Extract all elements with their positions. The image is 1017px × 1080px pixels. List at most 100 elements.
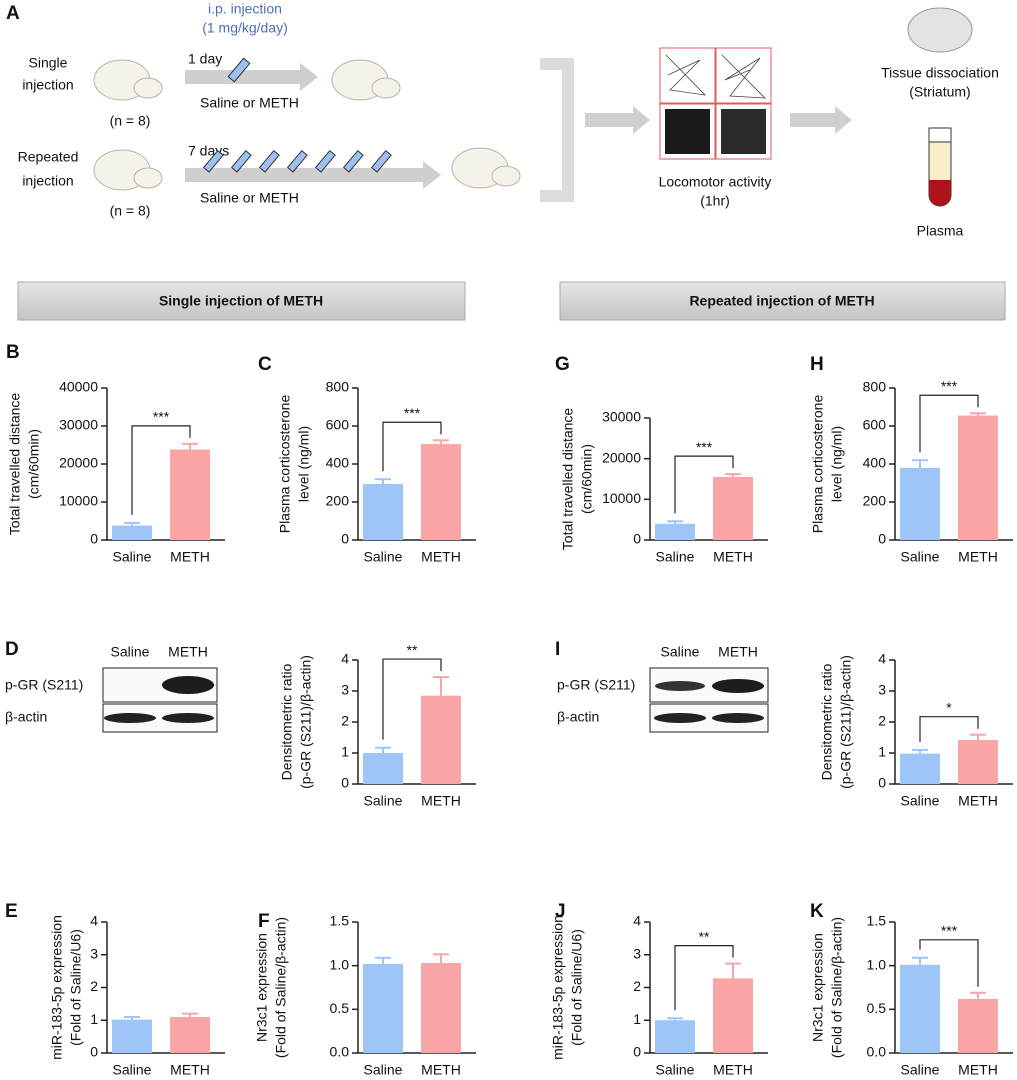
y-tick-label: 4 (878, 651, 886, 667)
y-tick-label: 0 (341, 531, 349, 547)
y-tick-label: 0 (341, 775, 349, 791)
y-axis-label: Nr3c1 expression (810, 933, 826, 1042)
group-n: (n = 8) (110, 113, 151, 129)
x-tick-label: METH (713, 549, 753, 565)
x-tick-label: METH (958, 1062, 998, 1078)
x-tick-label: METH (170, 1062, 210, 1078)
y-axis-label: Densitometric ratio (279, 663, 295, 780)
significance-label: *** (404, 405, 421, 421)
y-tick-label: 2 (90, 978, 98, 994)
brain-icon (907, 7, 973, 53)
significance-label: * (946, 699, 952, 715)
y-tick-label: 0 (633, 1044, 641, 1060)
y-tick-label: 30000 (59, 417, 98, 433)
significance-bracket (919, 716, 979, 742)
y-tick-label: 30000 (602, 409, 641, 425)
y-axis-label: Plasma corticosterone (277, 395, 293, 534)
y-tick-label: 20000 (59, 455, 98, 471)
significance-label: ** (699, 928, 710, 944)
bar (421, 963, 461, 1053)
y-tick-label: 0.0 (330, 1044, 350, 1060)
y-tick-label: 800 (863, 379, 887, 395)
x-tick-label: METH (958, 793, 998, 809)
section-header (17, 281, 466, 321)
y-axis-label: miR-183-5p expression (49, 915, 65, 1060)
y-tick-label: 3 (341, 682, 349, 698)
y-tick-label: 2 (633, 978, 641, 994)
y-axis-label: Total travelled distance (7, 393, 23, 536)
y-tick-label: 0 (878, 531, 886, 547)
bar (112, 525, 152, 540)
bracket (540, 58, 574, 202)
y-tick-label: 1 (633, 1011, 641, 1027)
panel-label: B (6, 342, 20, 363)
bar (958, 998, 998, 1053)
duration: 1 day (188, 51, 222, 67)
y-tick-label: 10000 (602, 490, 641, 506)
lane-label: Saline (111, 644, 150, 660)
bar (363, 483, 403, 540)
panel-label: G (555, 354, 570, 375)
bar (363, 753, 403, 784)
y-tick-label: 0 (878, 775, 886, 791)
bar (363, 963, 403, 1053)
y-tick-label: 0.5 (867, 1000, 887, 1016)
bar (958, 739, 998, 784)
y-tick-label: 20000 (602, 449, 641, 465)
x-tick-label: Saline (113, 549, 152, 565)
y-tick-label: 4 (90, 913, 98, 929)
y-axis-label: level (ng/ml) (296, 426, 312, 502)
x-tick-label: METH (421, 549, 461, 565)
arrows (185, 63, 852, 189)
y-tick-label: 800 (326, 379, 350, 395)
panel-label: K (810, 901, 824, 922)
panel-label: A (6, 3, 20, 24)
y-axis-label: (cm/60min) (579, 444, 595, 514)
rat-icons (93, 59, 521, 191)
x-tick-label: Saline (656, 549, 695, 565)
y-axis-label: miR-183-5p expression (550, 915, 566, 1060)
y-axis-label: (Fold of Saline/β-actin) (829, 917, 845, 1058)
y-tick-label: 2 (341, 713, 349, 729)
bar (713, 476, 753, 540)
blot-row-label: p-GR (S211) (557, 677, 635, 693)
bar (421, 695, 461, 784)
x-tick-label: Saline (656, 1062, 695, 1078)
x-tick-label: METH (958, 549, 998, 565)
y-tick-label: 400 (326, 455, 350, 471)
y-axis-label: Plasma corticosterone (810, 395, 826, 534)
treatment: Saline or METH (200, 190, 299, 206)
significance-bracket (382, 421, 442, 472)
y-axis-label: (p-GR (S211)/β-actin) (298, 655, 314, 789)
bar (713, 978, 753, 1053)
y-tick-label: 4 (341, 651, 349, 667)
bar (170, 1016, 210, 1053)
y-tick-label: 3 (878, 682, 886, 698)
significance-bracket (382, 658, 442, 740)
y-tick-label: 3 (90, 945, 98, 961)
group-name: injection (22, 77, 73, 93)
y-tick-label: 0 (633, 531, 641, 547)
dose-text: i.p. injection (208, 1, 282, 17)
y-axis-label: (Fold of Saline/U6) (569, 929, 585, 1046)
y-tick-label: 1 (878, 744, 886, 760)
y-axis-label: (Fold of Saline/U6) (68, 929, 84, 1046)
x-tick-label: Saline (901, 1062, 940, 1078)
bar (421, 444, 461, 540)
syringes (202, 57, 392, 173)
significance-bracket (674, 944, 734, 1011)
y-tick-label: 600 (326, 417, 350, 433)
y-tick-label: 1 (341, 744, 349, 760)
y-tick-label: 2 (878, 713, 886, 729)
bar (655, 1020, 695, 1053)
y-tick-label: 600 (863, 417, 887, 433)
section-title: Repeated injection of METH (689, 293, 874, 309)
y-tick-label: 40000 (59, 379, 98, 395)
blot-row-label: p-GR (S211) (5, 677, 83, 693)
bar (900, 964, 940, 1053)
plasma-text: Plasma (917, 223, 964, 239)
y-tick-label: 10000 (59, 493, 98, 509)
x-tick-label: Saline (364, 793, 403, 809)
